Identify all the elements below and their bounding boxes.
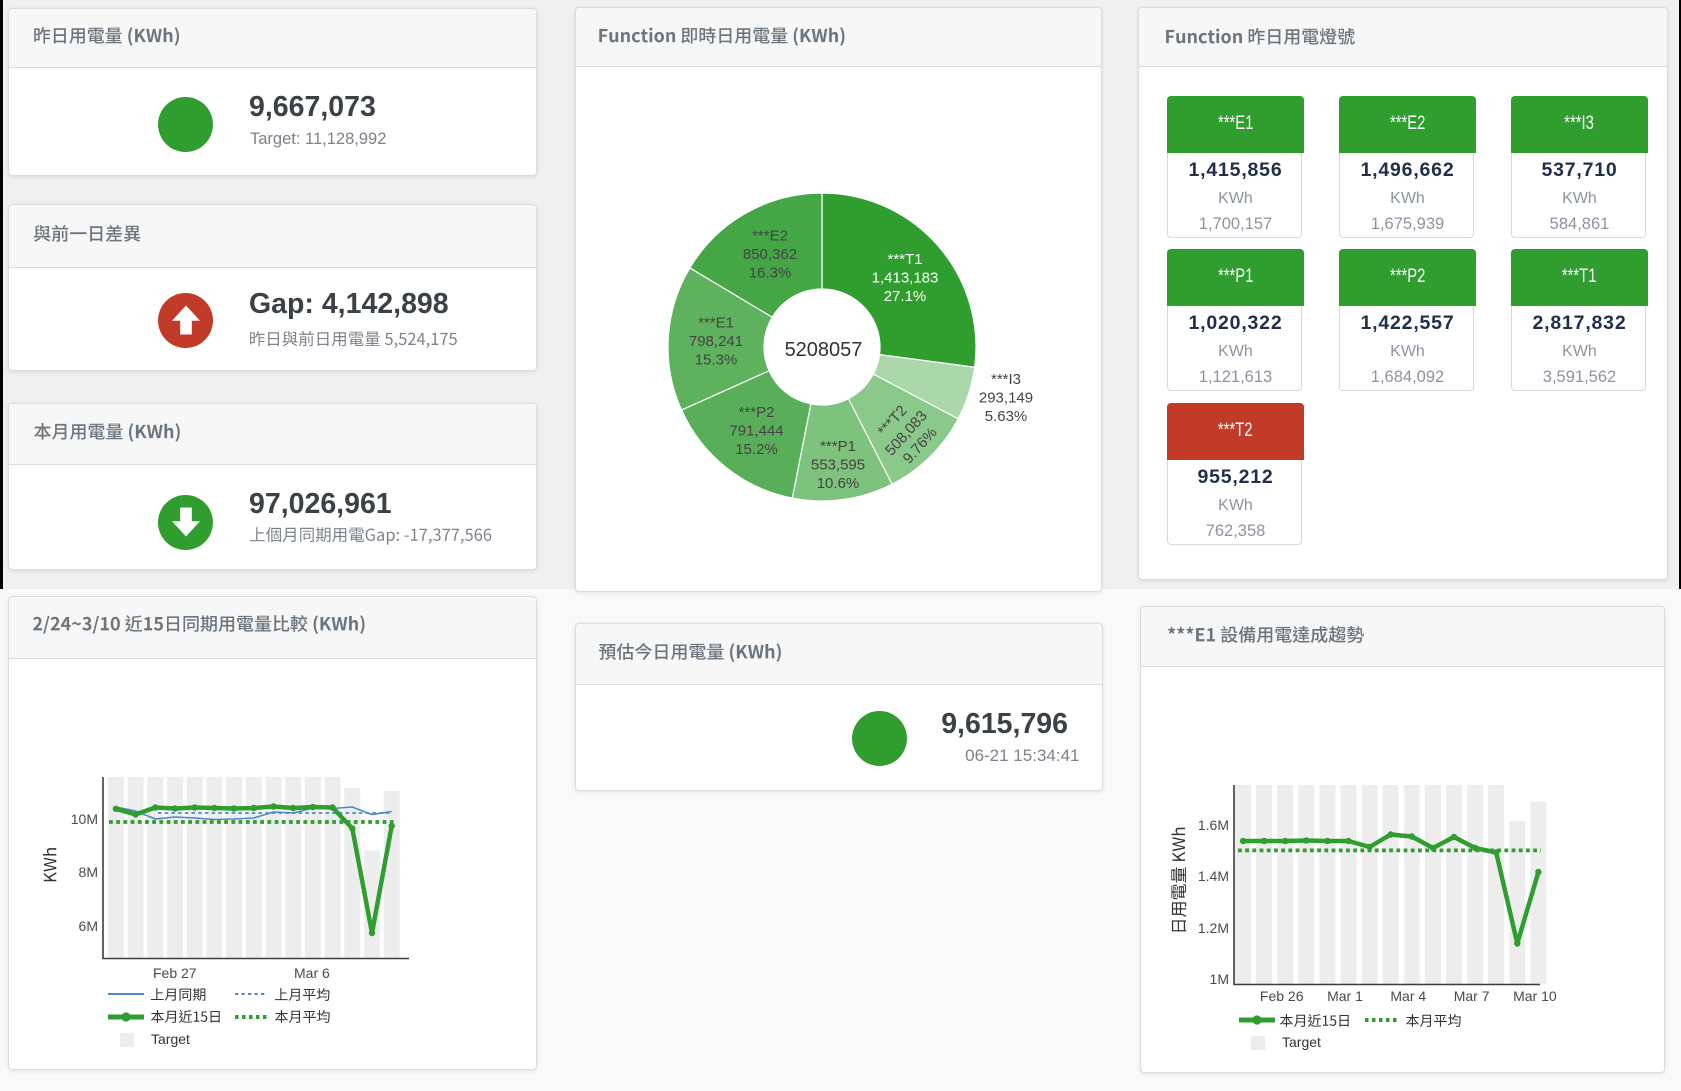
- svg-text:5208057: 5208057: [785, 339, 863, 361]
